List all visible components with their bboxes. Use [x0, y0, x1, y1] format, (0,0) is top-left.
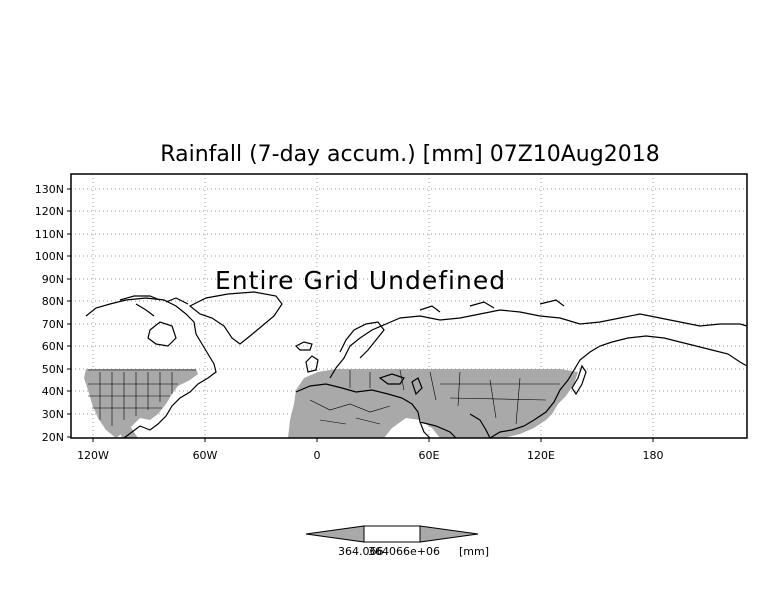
coastlines	[85, 291, 748, 439]
lon-labels: 120W 60W 0 60E 120E 180	[77, 449, 663, 462]
shade-mexico	[116, 420, 138, 438]
lon-label: 60W	[193, 449, 218, 462]
coast-hudson	[147, 321, 177, 347]
undefined-grid-message: Entire Grid Undefined	[215, 266, 506, 295]
lon-label: 0	[314, 449, 321, 462]
border-asia-lat	[440, 383, 560, 401]
border-eurasia	[349, 369, 521, 425]
coast-arabia-india	[419, 413, 491, 439]
colorbar-label-mid: 364066e+06	[368, 545, 440, 558]
coast-japan	[571, 364, 587, 396]
lat-label: 80N	[42, 295, 64, 308]
coast-greenland	[188, 291, 283, 345]
lat-label: 130N	[35, 183, 64, 196]
colorbar-left-arrow	[305, 525, 365, 543]
border-us-states	[88, 372, 178, 426]
lat-label: 40N	[42, 385, 64, 398]
colorbar-box	[363, 525, 421, 543]
lon-label: 60E	[419, 449, 440, 462]
shade-eurasia-africa	[288, 369, 578, 438]
lon-label: 120W	[77, 449, 109, 462]
coast-arctic-islands	[119, 295, 189, 317]
colorbar-label-left: 364.066	[338, 545, 384, 558]
lat-label: 100N	[35, 250, 64, 263]
lat-label: 20N	[42, 431, 64, 444]
shaded-land	[84, 369, 578, 438]
borders	[88, 369, 560, 426]
map-title: Rainfall (7-day accum.) [mm] 07Z10Aug201…	[160, 142, 659, 167]
colorbar-unit: [mm]	[459, 545, 489, 558]
lon-ticks	[92, 438, 654, 442]
coast-north-america	[85, 297, 217, 439]
map-panel: 130N 120N 110N 100N 90N 80N 70N 60N 50N …	[35, 173, 748, 462]
colorbar: 364.066 364066e+06 [mm]	[305, 525, 489, 558]
lat-label: 50N	[42, 363, 64, 376]
coast-britain	[305, 355, 319, 373]
lat-label: 30N	[42, 408, 64, 421]
coast-iceland	[294, 341, 313, 351]
lon-label: 180	[643, 449, 664, 462]
coast-scandinavia	[339, 321, 385, 359]
coast-europe	[329, 309, 748, 379]
coast-arctic-russia	[419, 299, 565, 313]
coast-east-asia	[489, 335, 748, 439]
lat-label: 120N	[35, 205, 64, 218]
colorbar-right-arrow	[419, 525, 479, 543]
lat-gridlines	[71, 188, 747, 415]
lat-label: 60N	[42, 340, 64, 353]
map-frame	[70, 173, 748, 439]
lat-label: 110N	[35, 228, 64, 241]
border-africa	[309, 399, 391, 425]
lat-label: 70N	[42, 318, 64, 331]
lon-label: 120E	[527, 449, 555, 462]
lat-ticks	[67, 188, 71, 438]
lat-labels: 130N 120N 110N 100N 90N 80N 70N 60N 50N …	[35, 183, 64, 444]
lat-label: 90N	[42, 273, 64, 286]
shade-north-america	[84, 369, 198, 438]
